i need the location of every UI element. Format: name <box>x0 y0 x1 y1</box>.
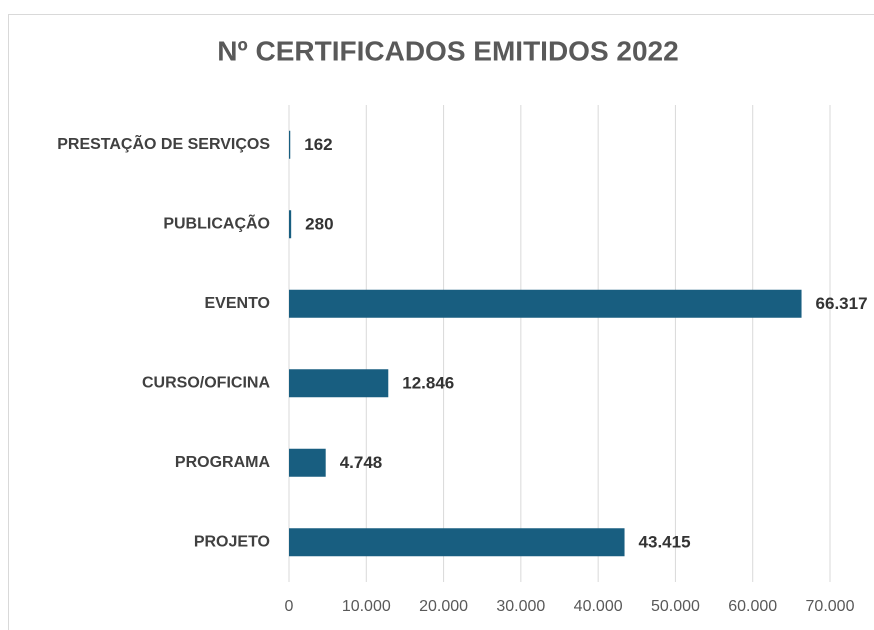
x-tick-label: 60.000 <box>728 598 777 615</box>
bar <box>289 369 389 398</box>
y-tick-label: CURSO/OFICINA <box>142 374 270 391</box>
chart-title: Nº CERTIFICADOS EMITIDOS 2022 <box>217 35 678 66</box>
bar <box>289 528 625 557</box>
bar <box>289 210 292 239</box>
y-tick-label: PROGRAMA <box>175 454 271 471</box>
data-label: 162 <box>304 135 332 154</box>
data-label: 66.317 <box>816 294 868 313</box>
data-label: 43.415 <box>639 533 691 552</box>
x-tick-label: 10.000 <box>342 598 391 615</box>
y-tick-label: PROJETO <box>194 533 270 550</box>
bar <box>289 289 802 318</box>
y-tick-label: PUBLICAÇÃO <box>163 212 270 232</box>
y-tick-label: PRESTAÇÃO DE SERVIÇOS <box>57 133 270 153</box>
data-label: 4.748 <box>340 453 383 472</box>
bar <box>289 448 326 477</box>
x-tick-label: 20.000 <box>419 598 468 615</box>
y-tick-label: EVENTO <box>205 295 271 312</box>
x-tick-label: 0 <box>285 598 294 615</box>
bar <box>289 130 291 159</box>
x-tick-label: 70.000 <box>806 598 855 615</box>
chart-frame <box>8 14 874 630</box>
data-label: 12.846 <box>402 374 454 393</box>
x-tick-label: 40.000 <box>574 598 623 615</box>
x-tick-label: 30.000 <box>496 598 545 615</box>
x-tick-label: 50.000 <box>651 598 700 615</box>
data-label: 280 <box>305 215 333 234</box>
